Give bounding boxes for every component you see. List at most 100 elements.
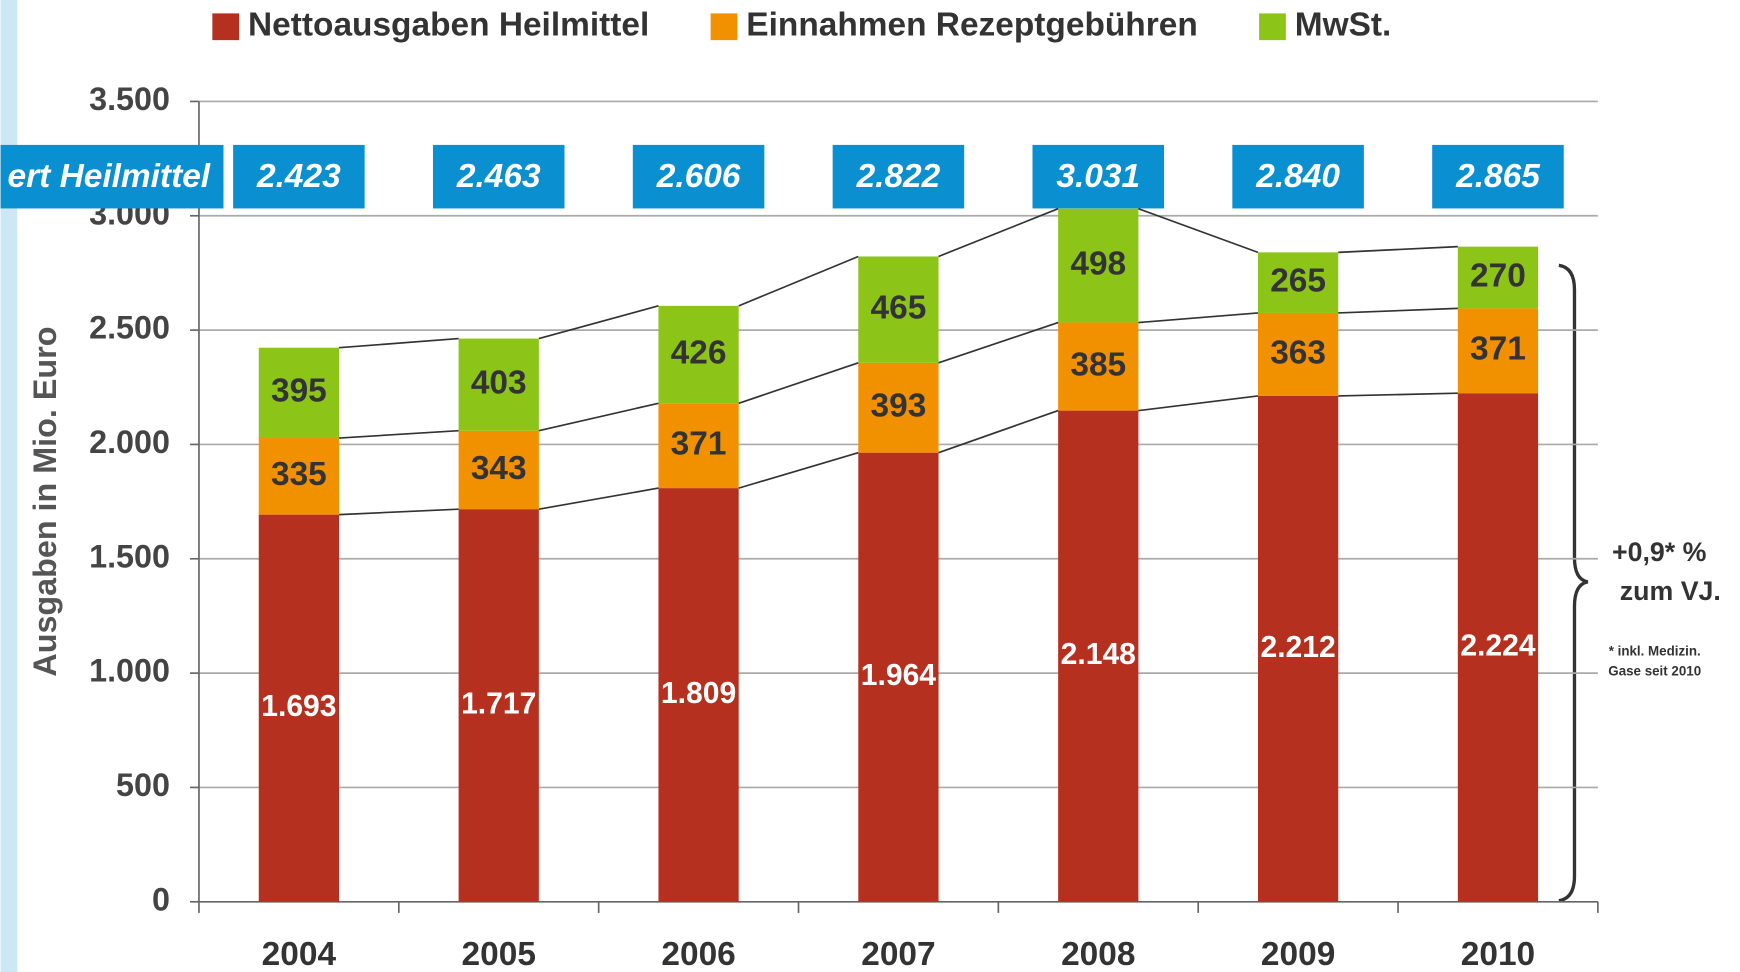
footnote: Gase seit 2010	[1608, 664, 1701, 679]
total-box	[1032, 144, 1165, 209]
legend-label: Einnahmen Rezeptgebühren	[746, 7, 1197, 44]
connector-line	[938, 207, 1059, 258]
x-tick-label: 2009	[1261, 936, 1335, 972]
legend-swatch	[212, 13, 240, 41]
value-label: 393	[871, 388, 927, 425]
bar-segment	[1058, 208, 1139, 323]
y-tick-label: 1.000	[89, 653, 170, 689]
value-label: 426	[671, 334, 727, 371]
total-box	[1432, 144, 1564, 209]
total-label: 2.423	[256, 158, 341, 195]
value-label: 2.212	[1260, 631, 1335, 664]
x-tick-label: 2005	[462, 936, 536, 972]
bar-segment	[458, 430, 539, 510]
bar-segment	[1457, 308, 1539, 394]
total-label: 2.865	[1455, 158, 1540, 195]
legend-label: MwSt.	[1295, 7, 1392, 44]
total-box	[0, 144, 224, 209]
connector-line	[338, 508, 459, 516]
bar-segment	[858, 452, 939, 902]
bar-segment	[1058, 322, 1139, 411]
bar-segment	[1457, 246, 1539, 309]
y-tick-label: 0	[152, 881, 170, 917]
bar-segment	[258, 347, 340, 439]
value-label: 395	[271, 373, 327, 410]
bar-segment	[1058, 410, 1139, 902]
value-label: 1.717	[461, 687, 536, 720]
x-tick-label: 2004	[262, 936, 337, 972]
total-label: 3.031	[1056, 158, 1140, 195]
value-label: 498	[1070, 245, 1126, 282]
bar-segment	[658, 305, 739, 404]
value-label: 363	[1270, 334, 1326, 371]
connector-line	[738, 451, 859, 489]
y-axis-label: Ausgaben in Mio. Euro	[27, 327, 63, 677]
legend-swatch	[1259, 13, 1286, 41]
bar-segment	[458, 509, 539, 902]
bar-segment	[658, 403, 739, 489]
total-box	[432, 144, 565, 209]
value-label: 1.693	[261, 690, 336, 723]
value-label: 335	[271, 456, 327, 493]
y-tick-label: 2.000	[89, 424, 170, 460]
side-strip	[0, 0, 18, 972]
x-tick-label: 2008	[1061, 936, 1135, 972]
bar-segment	[258, 514, 340, 902]
totals-row-label: ert Heilmittel	[8, 158, 211, 195]
connector-line	[938, 409, 1059, 454]
total-label: 2.606	[656, 158, 741, 195]
total-box	[233, 144, 365, 209]
x-tick-label: 2010	[1461, 936, 1535, 972]
value-label: 265	[1270, 262, 1326, 299]
value-label: 403	[471, 364, 527, 401]
connector-line	[1138, 207, 1259, 254]
total-box	[832, 144, 965, 209]
connector-line	[338, 337, 459, 349]
connector-line	[538, 305, 659, 340]
bar-segment	[1257, 252, 1339, 313]
bar-segment	[1257, 312, 1339, 396]
value-label: 371	[1470, 331, 1526, 368]
bar-segment	[258, 438, 340, 515]
value-label: 270	[1470, 257, 1526, 294]
total-label: 2.840	[1255, 158, 1340, 195]
connector-line	[538, 402, 659, 432]
bar-segment	[458, 338, 539, 431]
bar-segment	[658, 488, 739, 902]
value-label: 465	[871, 289, 927, 326]
value-label: 2.224	[1460, 629, 1536, 662]
connector-line	[1338, 307, 1458, 314]
value-label: 343	[471, 450, 527, 487]
connector-line	[338, 429, 459, 439]
connector-line	[538, 487, 659, 510]
y-tick-label: 2.500	[89, 310, 170, 346]
connector-line	[738, 362, 859, 405]
x-tick-label: 2006	[661, 936, 735, 972]
connector-line	[1138, 395, 1259, 412]
y-tick-label: 1.500	[89, 538, 170, 574]
connector-line	[1338, 245, 1458, 254]
y-tick-label: 3.500	[89, 81, 170, 117]
value-label: 385	[1070, 346, 1126, 383]
value-label: 1.964	[861, 659, 937, 692]
total-box	[1232, 144, 1364, 209]
bracket	[1558, 263, 1589, 903]
bar-segment	[858, 362, 939, 453]
bar-segment	[858, 256, 939, 363]
value-label: 371	[671, 426, 727, 463]
annotation: +0,9* %	[1612, 537, 1707, 567]
value-label: 2.148	[1061, 638, 1136, 671]
connector-line	[738, 255, 859, 307]
x-tick-label: 2007	[861, 936, 935, 972]
bar-segment	[1257, 395, 1339, 902]
legend-swatch	[710, 13, 738, 41]
legend-label: Nettoausgaben Heilmittel	[248, 7, 649, 44]
annotation: zum VJ.	[1620, 576, 1721, 606]
connector-line	[1338, 392, 1458, 397]
total-label: 2.822	[856, 158, 941, 195]
total-box	[632, 144, 765, 209]
footnote: * inkl. Medizin.	[1609, 644, 1701, 659]
connector-line	[938, 321, 1059, 364]
total-label: 2.463	[456, 158, 541, 195]
